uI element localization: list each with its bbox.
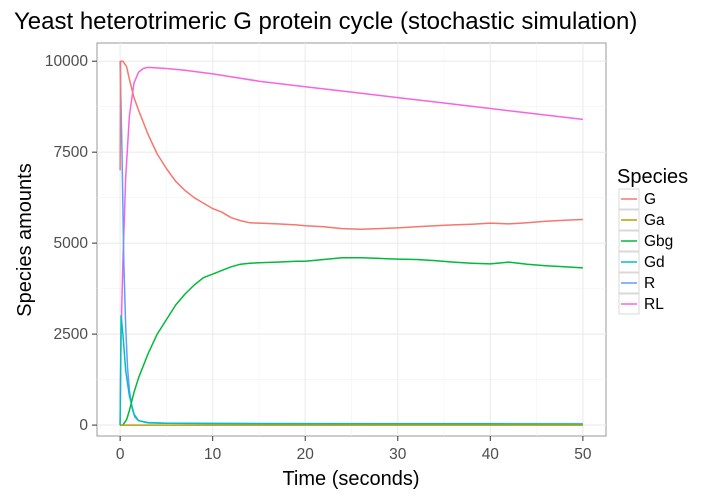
legend-item-rl: RL [618,293,664,315]
x-tick-label: 20 [297,446,315,463]
legend-label: RL [644,296,664,313]
legend-label: R [644,275,655,292]
y-tick-label: 0 [79,417,88,434]
legend-label: Ga [644,212,665,229]
series-line-gbg [120,256,583,426]
series-layer [119,60,583,426]
legend-item-ga: Ga [618,209,665,231]
x-tick-label: 0 [116,446,125,463]
series-line-g [119,60,583,231]
series-line-gd [119,315,583,426]
legend: Species G Ga Gbg Gd R RL [617,166,688,315]
x-axis-title: Time (seconds) [282,468,419,490]
y-tick-label: 5000 [54,235,89,252]
x-tick-label: 50 [574,446,592,463]
legend-items: G Ga Gbg Gd R RL [618,188,673,315]
legend-label: Gd [644,254,665,271]
legend-item-gbg: Gbg [618,230,673,252]
x-tick-label: 10 [204,446,222,463]
axis-ticks: 0 10 20 30 40 50 0 2500 5000 7500 10000 [45,53,592,463]
legend-label: Gbg [644,233,673,250]
y-axis-title: Species amounts [14,163,36,316]
chart-title: Yeast heterotrimeric G protein cycle (st… [14,8,637,35]
series-line-rl [119,66,583,426]
y-tick-label: 7500 [54,144,89,161]
legend-label: G [644,191,656,208]
legend-title: Species [617,166,688,188]
x-tick-label: 40 [482,446,500,463]
x-tick-label: 30 [389,446,407,463]
y-tick-label: 10000 [45,53,88,70]
legend-item-gd: Gd [618,251,665,273]
y-tick-label: 2500 [54,326,89,343]
legend-item-g: G [618,188,656,210]
legend-item-r: R [618,272,655,294]
